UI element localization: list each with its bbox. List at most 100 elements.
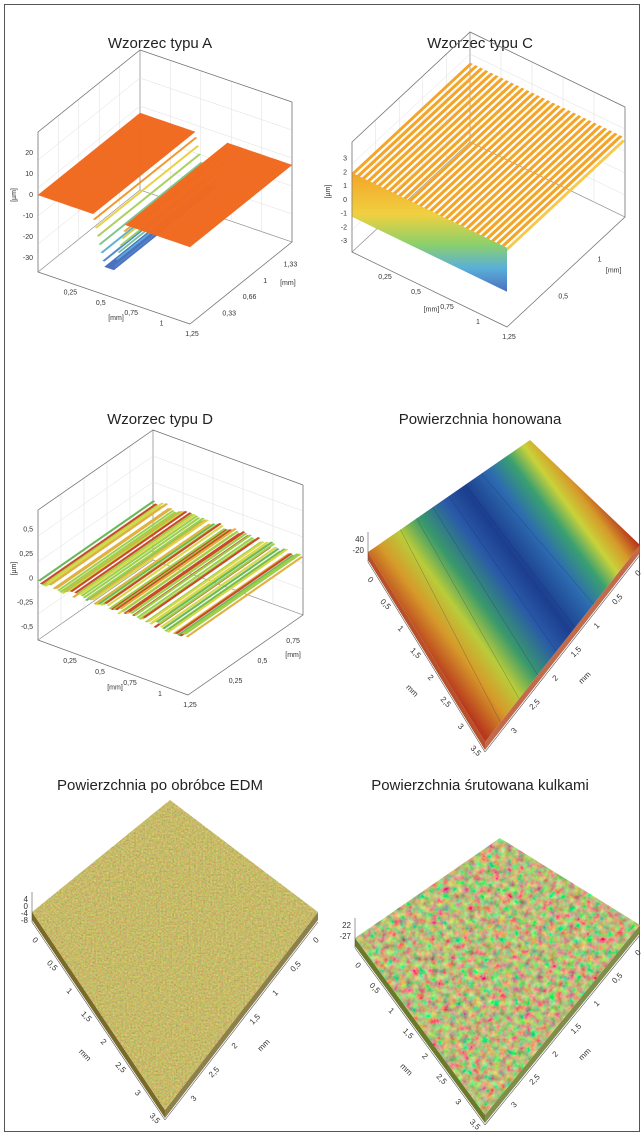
y-tick-label: 1	[263, 278, 267, 285]
grid-line	[153, 456, 303, 511]
y-tick-label: 0,25	[229, 678, 243, 685]
y-axis-label: [mm]	[285, 652, 301, 659]
x-tick-label: 1	[396, 624, 406, 634]
x-tick-label: 0,5	[96, 300, 106, 307]
panel: Wzorzec typu D0,50,250-0,25-0,5[µm]0,250…	[11, 411, 303, 709]
z-tick-label: -0,25	[17, 600, 33, 607]
z-tick-label: 0	[29, 575, 33, 582]
z-tick-label: -8	[21, 916, 29, 925]
surface-strip	[455, 113, 576, 224]
y-tick-label: 0	[633, 948, 643, 958]
x-tick-label: 1,25	[183, 702, 197, 709]
y-tick-label: 0,66	[243, 294, 257, 301]
y-tick-label: 0,5	[258, 658, 268, 665]
x-tick-label: 3	[133, 1088, 143, 1098]
x-axis-label: mm	[77, 1047, 93, 1063]
panel-title: Wzorzec typu D	[107, 411, 213, 428]
z-tick-label: 0,5	[23, 527, 33, 534]
surface-strip	[466, 118, 587, 229]
x-tick-label: 0,75	[123, 680, 137, 687]
y-tick-label: 0,5	[289, 959, 304, 974]
y-tick-label: 0,75	[286, 638, 300, 645]
y-tick-label: 1,33	[284, 261, 298, 268]
x-tick-label: 0,25	[63, 658, 77, 665]
y-tick-label: 0,5	[610, 592, 625, 607]
panel-title: Powierzchnia śrutowana kulkami	[371, 777, 589, 794]
z-tick-label: -1	[341, 211, 347, 218]
z-tick-label: 0,25	[19, 551, 33, 558]
box-edge	[190, 242, 292, 324]
y-tick-label: 0	[633, 568, 643, 578]
z-tick-label: -2	[341, 224, 347, 231]
z-tick-label: 40	[355, 535, 364, 544]
x-axis-label: [mm]	[424, 307, 440, 314]
y-tick-label: 1	[598, 257, 602, 264]
z-tick-label: 0	[343, 197, 347, 204]
x-tick-label: 0	[30, 935, 40, 945]
y-tick-label: 3	[509, 726, 519, 736]
surface-strip	[497, 133, 618, 244]
x-tick-label: 0,25	[64, 289, 78, 296]
surface	[355, 838, 640, 1115]
figure: Wzorzec typu A20100-10-20-30[µm]0,250,50…	[0, 0, 644, 1137]
x-tick-label: 2,5	[434, 1072, 449, 1087]
y-tick-label: 2	[230, 1041, 240, 1051]
x-tick-label: 1	[476, 319, 480, 326]
box-edge	[38, 430, 153, 510]
y-tick-label: 3	[189, 1093, 199, 1103]
z-tick-label: 3	[343, 156, 347, 163]
x-tick-label: 1	[160, 321, 164, 328]
y-tick-label: 0,5	[610, 971, 625, 986]
z-axis-label: [µm]	[11, 188, 18, 202]
y-tick-label: 1,5	[248, 1012, 263, 1027]
panel: Powierzchnia honowana40-2000,511,522,533…	[352, 411, 643, 758]
x-tick-label: 0,5	[411, 289, 421, 296]
panel-title: Powierzchnia honowana	[399, 411, 562, 428]
y-tick-label: 2,5	[207, 1065, 222, 1080]
x-tick-label: 1,5	[79, 1009, 94, 1024]
y-tick-label: 1,5	[569, 1021, 584, 1036]
x-axis-label: [mm]	[108, 315, 124, 322]
z-axis-label: [µm]	[11, 562, 18, 576]
surface-strip	[79, 514, 196, 595]
y-tick-label: 1	[592, 621, 602, 631]
z-tick-label: 1	[343, 183, 347, 190]
z-tick-label: -10	[23, 213, 33, 220]
panel-title: Wzorzec typu A	[108, 35, 212, 52]
surface-strip	[476, 123, 597, 234]
y-tick-label: 1	[592, 998, 602, 1008]
z-tick-label: 22	[342, 921, 351, 930]
z-tick-label: -30	[23, 255, 33, 262]
x-axis-label: mm	[398, 1062, 414, 1078]
x-tick-label: 3,5	[468, 1117, 483, 1132]
surface-strip	[481, 125, 602, 236]
y-tick-label: 1	[271, 988, 281, 998]
surface-strip	[486, 128, 607, 239]
x-axis-label: [mm]	[107, 685, 123, 692]
y-tick-label: 1,5	[569, 644, 584, 659]
y-tick-label: 0,33	[222, 311, 236, 318]
y-tick-label: 2,5	[528, 697, 543, 712]
x-tick-label: 0,5	[95, 669, 105, 676]
z-tick-label: 20	[25, 150, 33, 157]
x-tick-label: 1	[158, 691, 162, 698]
y-axis-label: mm	[577, 1046, 593, 1062]
z-tick-label: -20	[23, 234, 33, 241]
x-tick-label: 1,5	[401, 1026, 416, 1041]
panel: Wzorzec typu A20100-10-20-30[µm]0,250,50…	[11, 35, 297, 338]
surface	[368, 440, 640, 742]
z-axis-label: [µm]	[325, 185, 332, 199]
z-tick-label: -20	[352, 546, 364, 555]
y-axis-label: [mm]	[280, 280, 296, 287]
panel: Powierzchnia po obróbce EDM40-4-800,511,…	[21, 777, 321, 1126]
box-edge	[38, 50, 140, 132]
y-tick-label: 0,5	[558, 293, 568, 300]
x-tick-label: 1,25	[185, 331, 199, 338]
y-tick-label: 2	[551, 1049, 561, 1059]
x-tick-label: 0,25	[378, 274, 392, 281]
panel: Wzorzec typu C3210-1-2-3[µm]0,250,50,751…	[325, 32, 625, 341]
panel: Powierzchnia śrutowana kulkami22-2700,51…	[339, 777, 643, 1132]
x-tick-label: 2	[426, 673, 436, 683]
surface	[32, 800, 318, 1110]
surface-strip	[471, 120, 592, 231]
